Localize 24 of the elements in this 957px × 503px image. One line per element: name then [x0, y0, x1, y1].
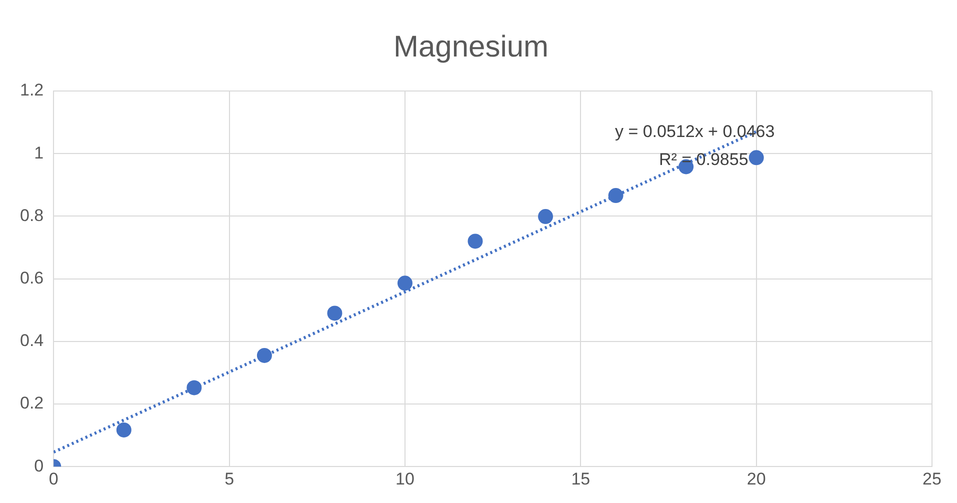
point: [186, 380, 202, 396]
point: [608, 188, 624, 204]
y-tick-label: 0: [34, 456, 44, 476]
y-tick-label: 1.2: [20, 80, 44, 100]
point: [538, 209, 554, 224]
point: [397, 276, 412, 291]
y-tick-label: 0.6: [20, 268, 44, 288]
point: [327, 306, 342, 321]
point: [468, 234, 483, 249]
annotation: y = 0.0512x + 0.0463: [614, 122, 775, 141]
y-tick-label: 0.2: [20, 394, 44, 413]
x-tick-label: 10: [396, 469, 414, 488]
point: [256, 348, 272, 363]
y-tick-label: 0.4: [20, 331, 44, 350]
x-tick-label: 25: [922, 469, 942, 488]
x-tick-label: 0: [48, 469, 58, 488]
x-tick-label: 15: [571, 469, 590, 488]
point: [748, 150, 764, 166]
y-tick-label: 1: [34, 143, 44, 162]
x-tick-label: 5: [224, 469, 234, 488]
point: [116, 422, 132, 438]
y-tick-label: 0.8: [20, 206, 44, 225]
x-tick-label: 20: [746, 469, 766, 488]
chart-title: Magnesium: [393, 30, 549, 64]
